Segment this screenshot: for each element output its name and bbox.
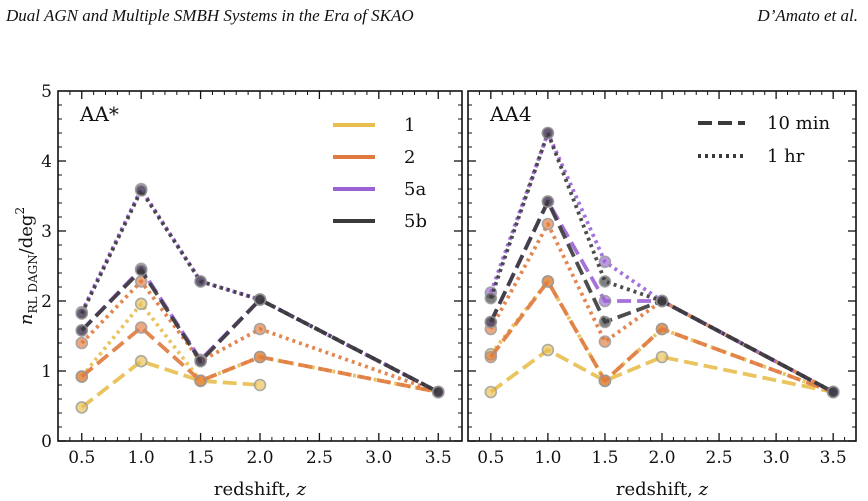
y-tick-label: 4	[41, 152, 52, 172]
data-point-5b	[598, 275, 612, 288]
data-point-2	[541, 217, 555, 231]
y-tick-label: 0	[41, 432, 52, 452]
data-point-2	[75, 370, 89, 383]
data-point-1	[75, 401, 89, 414]
data-point-1	[134, 354, 148, 368]
legend-label-5a: 5a	[404, 179, 426, 200]
data-point-5b	[194, 275, 207, 288]
data-point-2	[253, 322, 267, 336]
x-tick-label: 3.0	[365, 448, 392, 468]
legend-label-5b: 5b	[404, 211, 427, 232]
data-point-5b	[75, 307, 89, 320]
data-point-2	[194, 374, 207, 388]
x-tick-label: 2.5	[306, 448, 333, 468]
data-point-5b	[134, 184, 148, 197]
x-tick-label: 1.5	[187, 448, 214, 468]
legend-label-2: 2	[404, 147, 415, 168]
legend-label-1-hr: 1 hr	[767, 146, 805, 167]
data-point-5b	[484, 291, 498, 305]
panel-label: AA4	[489, 102, 532, 126]
data-point-1	[655, 350, 669, 364]
x-axis-label: redshift, z	[214, 479, 307, 500]
series-line-2	[80, 325, 439, 394]
data-point-5b	[484, 315, 498, 329]
data-point-5b	[75, 324, 89, 337]
data-point-2	[655, 322, 669, 336]
data-point-5a	[598, 255, 612, 269]
y-tick-label: 1	[41, 362, 52, 382]
data-point-5b	[826, 385, 840, 399]
legend-label-10-min: 10 min	[767, 113, 830, 134]
data-point-2	[598, 335, 612, 348]
data-point-5b	[431, 385, 445, 399]
data-point-2	[75, 336, 89, 350]
x-axis-label: redshift, z	[616, 479, 709, 500]
data-point-5a	[598, 294, 612, 308]
data-point-5b	[598, 315, 612, 329]
legend-label-1: 1	[404, 115, 415, 136]
data-point-2	[598, 374, 612, 388]
data-point-2	[134, 321, 148, 334]
x-tick-label: 1.0	[534, 448, 561, 468]
x-tick-label: 3.5	[425, 448, 452, 468]
data-point-5b	[134, 263, 148, 277]
x-tick-label: 3.5	[820, 448, 847, 468]
data-point-1	[484, 385, 498, 399]
series-line-2	[489, 222, 835, 394]
data-point-2	[253, 350, 267, 364]
data-point-1	[253, 378, 267, 392]
x-tick-label: 2.0	[648, 448, 675, 468]
y-tick-label: 5	[41, 82, 52, 102]
x-tick-label: 0.5	[477, 448, 504, 468]
data-point-5b	[194, 354, 207, 368]
data-point-1	[541, 343, 555, 357]
x-tick-label: 2.0	[246, 448, 273, 468]
y-tick-label: 2	[41, 292, 52, 312]
data-point-5b	[655, 294, 669, 308]
data-point-5b	[541, 195, 555, 208]
y-tick-label: 3	[41, 222, 52, 242]
x-tick-label: 1.5	[591, 448, 618, 468]
data-point-5b	[541, 126, 555, 140]
x-tick-label: 1.0	[128, 448, 155, 468]
series-line-1	[489, 348, 834, 394]
data-point-2	[484, 350, 498, 364]
x-tick-label: 2.5	[706, 448, 733, 468]
data-point-5b	[253, 293, 267, 306]
series-line-2	[80, 279, 439, 394]
data-point-1	[134, 297, 148, 311]
x-tick-label: 3.0	[763, 448, 790, 468]
data-point-2	[541, 275, 555, 288]
running-header-title: Dual AGN and Multiple SMBH Systems in th…	[6, 6, 414, 25]
x-tick-label: 0.5	[68, 448, 95, 468]
y-axis-label: nRL DAGN/deg2	[13, 207, 40, 325]
panel-label: AA*	[79, 102, 119, 126]
running-header-authors: D’Amato et al.	[757, 6, 858, 25]
series-line-1	[80, 359, 261, 409]
